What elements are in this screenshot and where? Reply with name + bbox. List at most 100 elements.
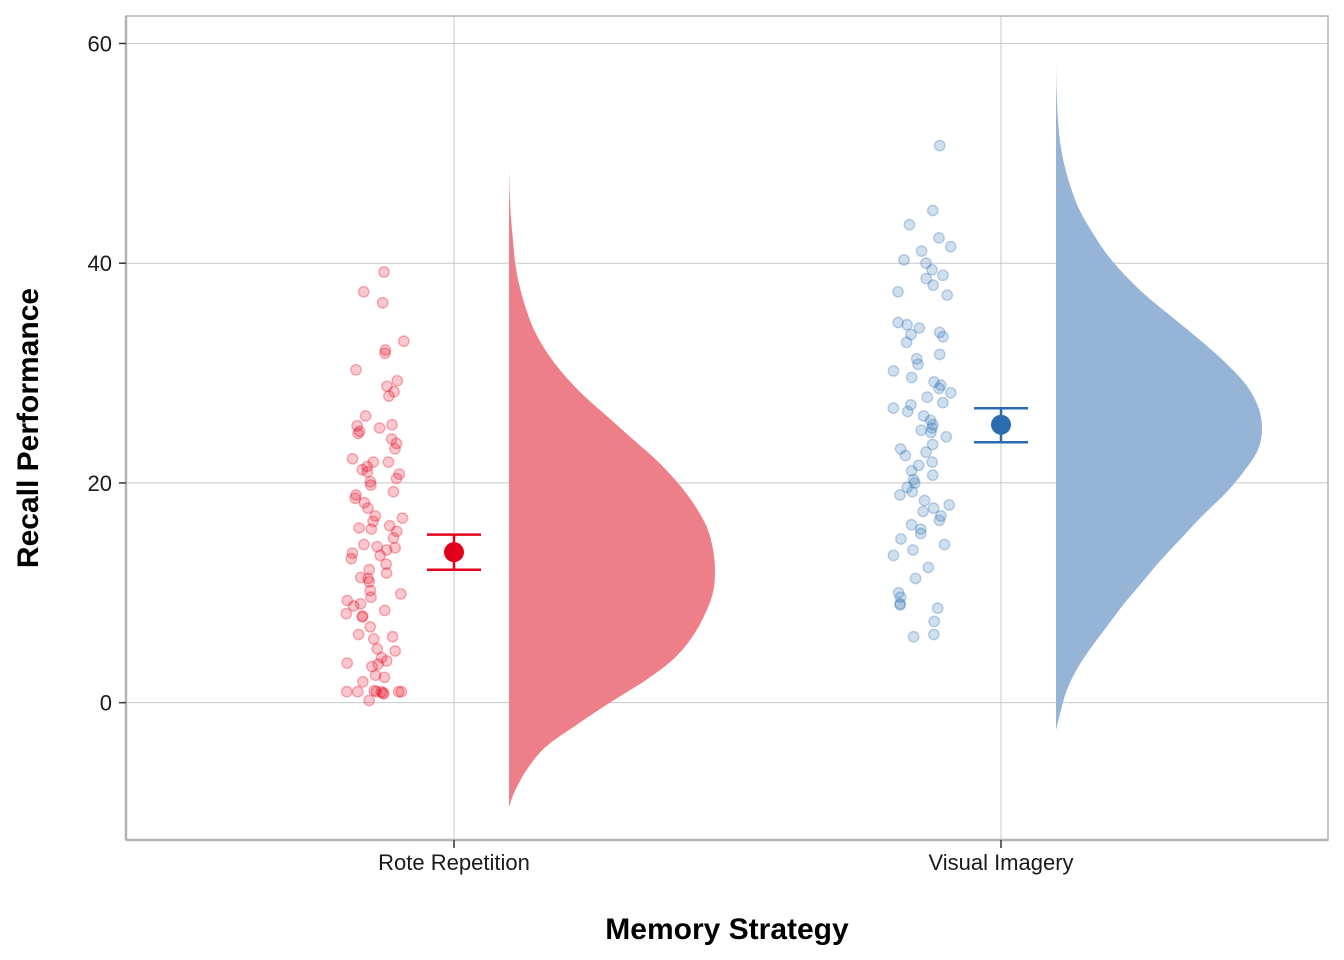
data-point (915, 245, 928, 258)
data-point (340, 685, 353, 698)
data-point (372, 658, 384, 671)
data-point (900, 336, 913, 349)
x-tick-label: Visual Imagery (928, 850, 1073, 875)
data-point (926, 422, 938, 434)
data-point (903, 218, 916, 231)
data-point (378, 266, 390, 278)
data-point (341, 594, 354, 607)
data-point (371, 540, 383, 553)
data-point (385, 433, 398, 445)
data-point (389, 645, 402, 657)
data-point (340, 607, 353, 620)
data-point (909, 572, 922, 585)
data-point (933, 514, 946, 527)
data-point (913, 322, 926, 334)
data-point (894, 442, 907, 455)
data-point (394, 588, 407, 600)
data-point (389, 541, 401, 554)
data-point (349, 492, 362, 505)
data-point (925, 426, 937, 439)
data-point (892, 316, 904, 329)
y-axis-title: Recall Performance (12, 288, 45, 568)
data-point (359, 409, 372, 422)
data-point (905, 371, 918, 384)
density-cloud (509, 169, 715, 808)
data-point (361, 502, 374, 515)
data-point (362, 572, 375, 585)
data-point (912, 358, 924, 371)
data-point (380, 558, 392, 571)
data-point (364, 475, 377, 488)
data-point (363, 575, 376, 588)
data-point (908, 476, 921, 489)
data-point (924, 414, 937, 427)
data-point (933, 348, 946, 361)
data-point (914, 527, 927, 540)
data-point (354, 571, 367, 584)
data-point (915, 424, 928, 437)
data-point (899, 449, 912, 462)
data-point (389, 442, 401, 455)
density-cloud (1056, 51, 1262, 731)
data-point (905, 464, 918, 477)
y-tick-label: 0 (100, 691, 112, 716)
data-point (347, 600, 360, 612)
data-point (375, 651, 388, 664)
data-point (351, 685, 364, 698)
data-point (364, 584, 377, 597)
x-axis-ticks: Rote Repetition Visual Imagery (378, 840, 1074, 875)
x-axis-title: Memory Strategy (605, 913, 849, 946)
y-tick-label: 20 (88, 471, 112, 496)
data-point (390, 437, 403, 450)
data-point (907, 473, 920, 486)
y-axis-ticks: 0 20 40 60 (88, 31, 126, 716)
mean-point (444, 542, 464, 563)
data-point (894, 591, 907, 604)
data-point (346, 452, 359, 465)
data-point (365, 523, 378, 535)
data-point (887, 364, 900, 377)
data-point (912, 459, 925, 472)
data-point (397, 335, 410, 348)
data-point (937, 269, 949, 282)
data-point (390, 525, 403, 538)
data-point (382, 390, 395, 402)
data-point (393, 468, 406, 480)
data-point (926, 418, 939, 431)
data-point (369, 510, 382, 522)
data-point (356, 675, 369, 688)
y-tick-label: 40 (88, 251, 112, 276)
data-point (920, 272, 933, 285)
data-point (378, 604, 391, 617)
data-point (341, 657, 354, 669)
data-point (894, 597, 906, 610)
data-point (382, 456, 395, 468)
data-point (351, 419, 363, 432)
data-point (894, 489, 906, 501)
data-point (371, 642, 384, 655)
data-point (363, 563, 376, 576)
data-point (933, 326, 946, 339)
data-point (383, 519, 396, 532)
data-point (386, 418, 398, 431)
data-point (920, 446, 932, 459)
data-point (375, 685, 388, 698)
data-point (905, 518, 918, 531)
data-point (354, 597, 367, 610)
data-point (367, 456, 380, 468)
data-point (350, 363, 362, 376)
data-point (927, 279, 940, 292)
data-point (356, 610, 369, 622)
data-point (887, 402, 900, 415)
data-point (921, 391, 934, 404)
data-point (379, 347, 391, 360)
data-point (937, 396, 949, 409)
data-point (927, 628, 940, 641)
data-point (363, 694, 375, 707)
data-point (906, 485, 919, 498)
data-point (367, 633, 380, 645)
jittered-points (340, 139, 957, 707)
data-point (364, 621, 377, 633)
y-tick-label: 60 (88, 31, 112, 56)
